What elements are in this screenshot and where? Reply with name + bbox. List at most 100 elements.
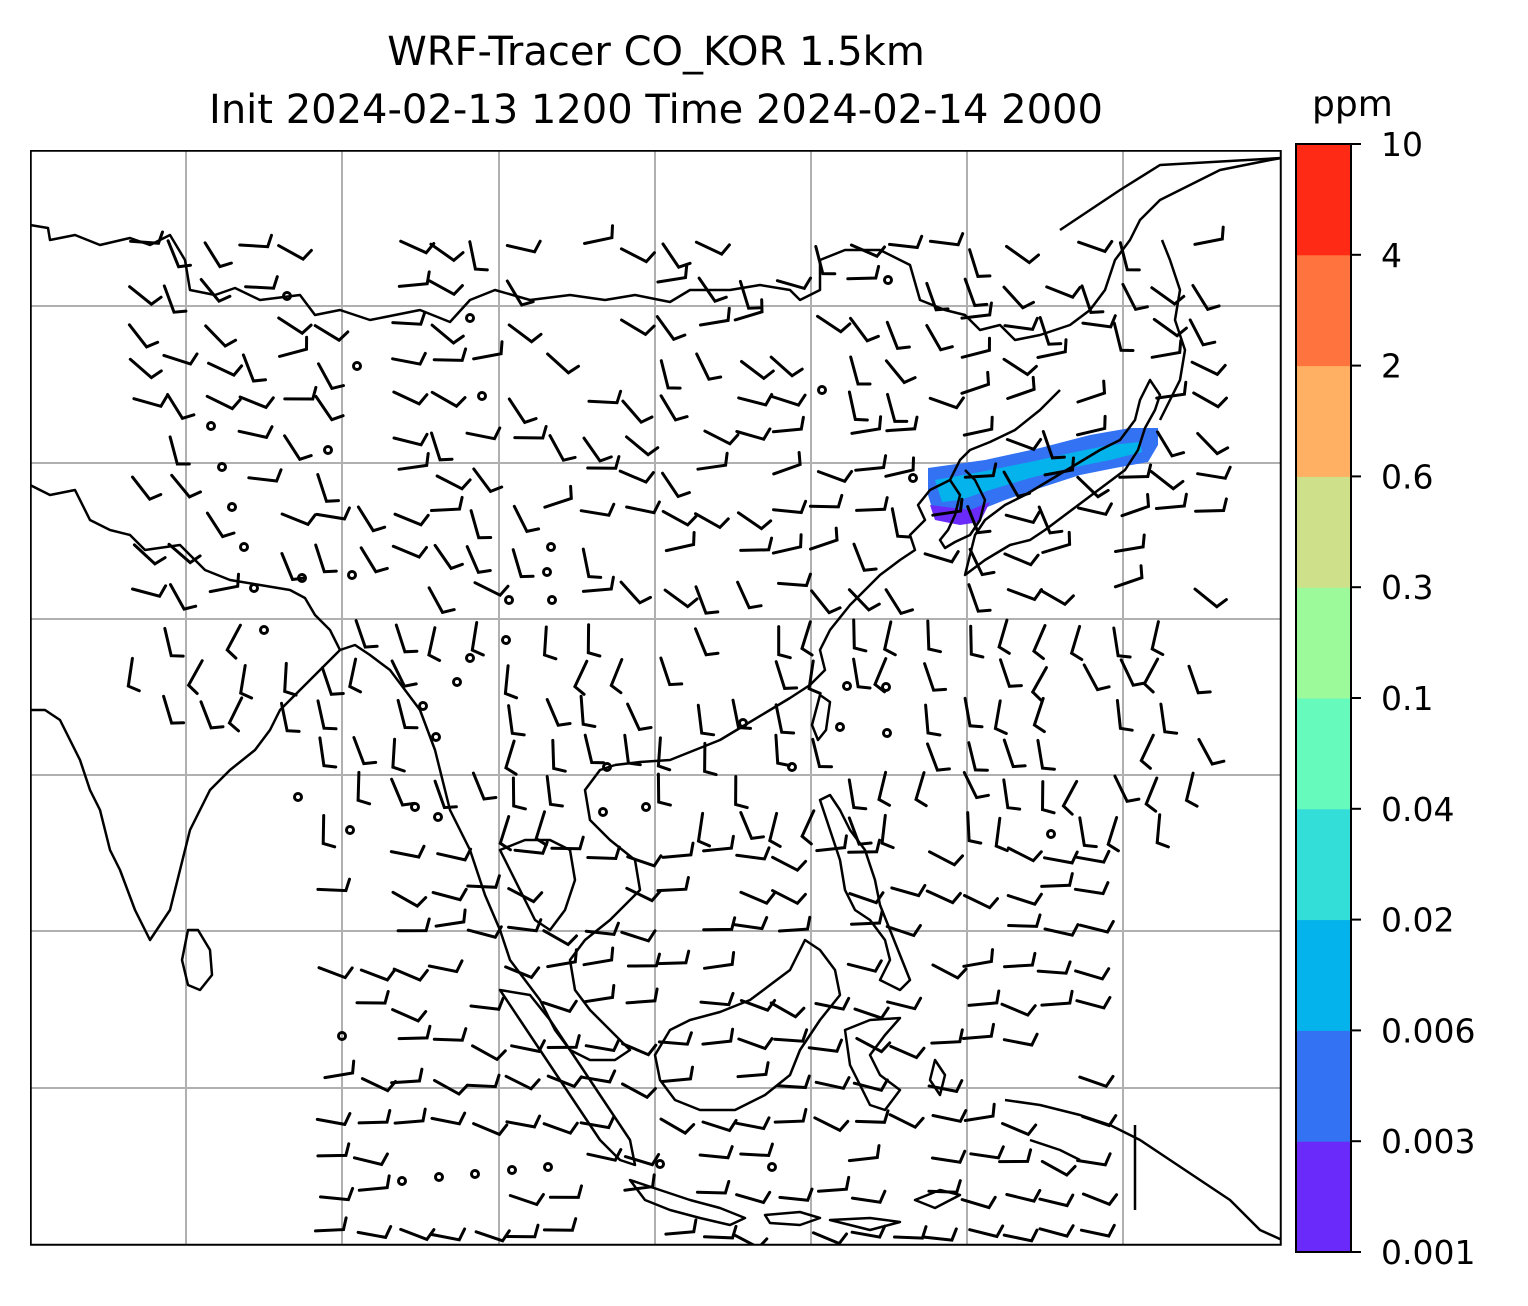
wind-barb xyxy=(659,394,689,422)
wind-barb xyxy=(505,1223,540,1239)
wind-barb xyxy=(847,816,873,846)
wind-barb xyxy=(962,948,994,968)
wind-barb xyxy=(968,248,992,278)
wind-barb xyxy=(888,234,924,250)
wind-barb xyxy=(1005,244,1040,265)
wind-barb xyxy=(1119,658,1147,687)
wind-barb xyxy=(1154,492,1188,510)
wind-barb xyxy=(847,838,881,854)
wind-barb xyxy=(1076,1152,1112,1167)
wind-barb xyxy=(466,874,501,889)
wind-barb xyxy=(852,1078,889,1093)
calm-wind-marker xyxy=(547,595,557,605)
wind-barb xyxy=(277,244,313,261)
coastline-taiwan xyxy=(810,693,832,742)
wind-barb xyxy=(573,659,589,696)
wind-barb xyxy=(816,314,852,334)
wind-barb xyxy=(1005,1189,1042,1203)
wind-barb xyxy=(504,739,518,776)
wind-barb xyxy=(168,435,191,466)
wind-barb xyxy=(316,877,351,893)
wind-barb xyxy=(737,393,774,407)
wind-barb xyxy=(1043,923,1080,937)
wind-barb xyxy=(586,1148,623,1162)
wind-barb xyxy=(852,657,872,690)
wind-barb xyxy=(511,548,535,579)
wind-barb xyxy=(1005,438,1043,452)
wind-barb xyxy=(1002,470,1032,499)
wind-barb xyxy=(1003,552,1040,567)
calm-wind-marker xyxy=(655,1159,665,1169)
wind-barb xyxy=(695,352,723,381)
wind-barb xyxy=(397,452,430,471)
wind-barb xyxy=(737,1037,774,1051)
wind-barb xyxy=(962,771,990,800)
wind-barb xyxy=(773,1107,808,1124)
wind-barb xyxy=(963,462,998,479)
wind-barb xyxy=(166,239,192,269)
wind-barb xyxy=(393,512,430,527)
wind-barb xyxy=(131,584,168,598)
wind-barb xyxy=(768,811,782,848)
wind-barb xyxy=(621,1042,658,1057)
wind-barb xyxy=(397,1024,432,1041)
wind-barb xyxy=(280,701,301,733)
wind-barb xyxy=(814,1076,851,1091)
wind-barb xyxy=(314,543,338,574)
wind-barb xyxy=(1192,391,1228,409)
wind-barb xyxy=(505,239,542,254)
wind-barb xyxy=(542,929,578,947)
wind-barb xyxy=(431,887,468,902)
coastline-java xyxy=(628,1178,747,1227)
calm-wind-marker xyxy=(602,762,612,772)
wind-barb xyxy=(465,545,492,574)
wind-barb xyxy=(465,426,502,441)
wind-barb xyxy=(811,1231,848,1245)
wind-barb xyxy=(853,1006,890,1020)
wind-barb xyxy=(1156,430,1186,458)
wind-barb xyxy=(582,946,615,967)
colorbar-ticks: 0.001 0.003 0.006 0.02 0.04 0.1 0.3 0.6 2 4 10 xyxy=(1351,125,1475,1272)
wind-barb xyxy=(204,324,238,348)
wind-barb xyxy=(656,772,672,807)
wind-barb xyxy=(850,1189,887,1204)
wind-barb xyxy=(732,1233,769,1245)
wind-barb xyxy=(885,415,919,433)
wind-barb xyxy=(1040,989,1074,1007)
wind-barb xyxy=(1003,316,1039,332)
wind-barb xyxy=(1036,738,1056,771)
wind-barb xyxy=(849,355,872,386)
wind-barb xyxy=(1079,1223,1116,1238)
wind-barb xyxy=(581,547,603,579)
wind-barb xyxy=(504,965,541,980)
wind-barb xyxy=(507,323,543,344)
wind-barb xyxy=(430,1227,467,1242)
colorbar-block xyxy=(1296,698,1351,810)
wind-barb xyxy=(390,777,416,807)
wind-barb xyxy=(772,499,808,515)
calm-wind-marker xyxy=(217,462,227,472)
wind-barb xyxy=(1043,850,1079,865)
wind-barb xyxy=(736,1061,770,1079)
wind-barb xyxy=(1187,664,1212,695)
wind-barb xyxy=(1188,318,1217,347)
wind-barb xyxy=(162,284,188,314)
wind-barb xyxy=(626,702,653,732)
wind-barb xyxy=(205,394,242,411)
wind-barb xyxy=(814,245,837,276)
colorbar-block xyxy=(1296,808,1351,921)
wind-barb xyxy=(850,415,883,435)
wind-barb xyxy=(471,1044,507,1062)
wind-barb xyxy=(739,1142,774,1158)
wind-barb xyxy=(433,543,464,571)
wind-barb xyxy=(698,1145,734,1160)
colorbar-block xyxy=(1296,1141,1351,1253)
wind-barb xyxy=(473,581,510,598)
wind-barb xyxy=(586,623,602,658)
wind-barb xyxy=(1190,360,1227,377)
wind-barb xyxy=(663,588,699,609)
wind-barb xyxy=(739,536,774,552)
wind-barb xyxy=(884,588,914,616)
wind-barb xyxy=(429,242,465,263)
wind-barb xyxy=(1006,846,1043,863)
